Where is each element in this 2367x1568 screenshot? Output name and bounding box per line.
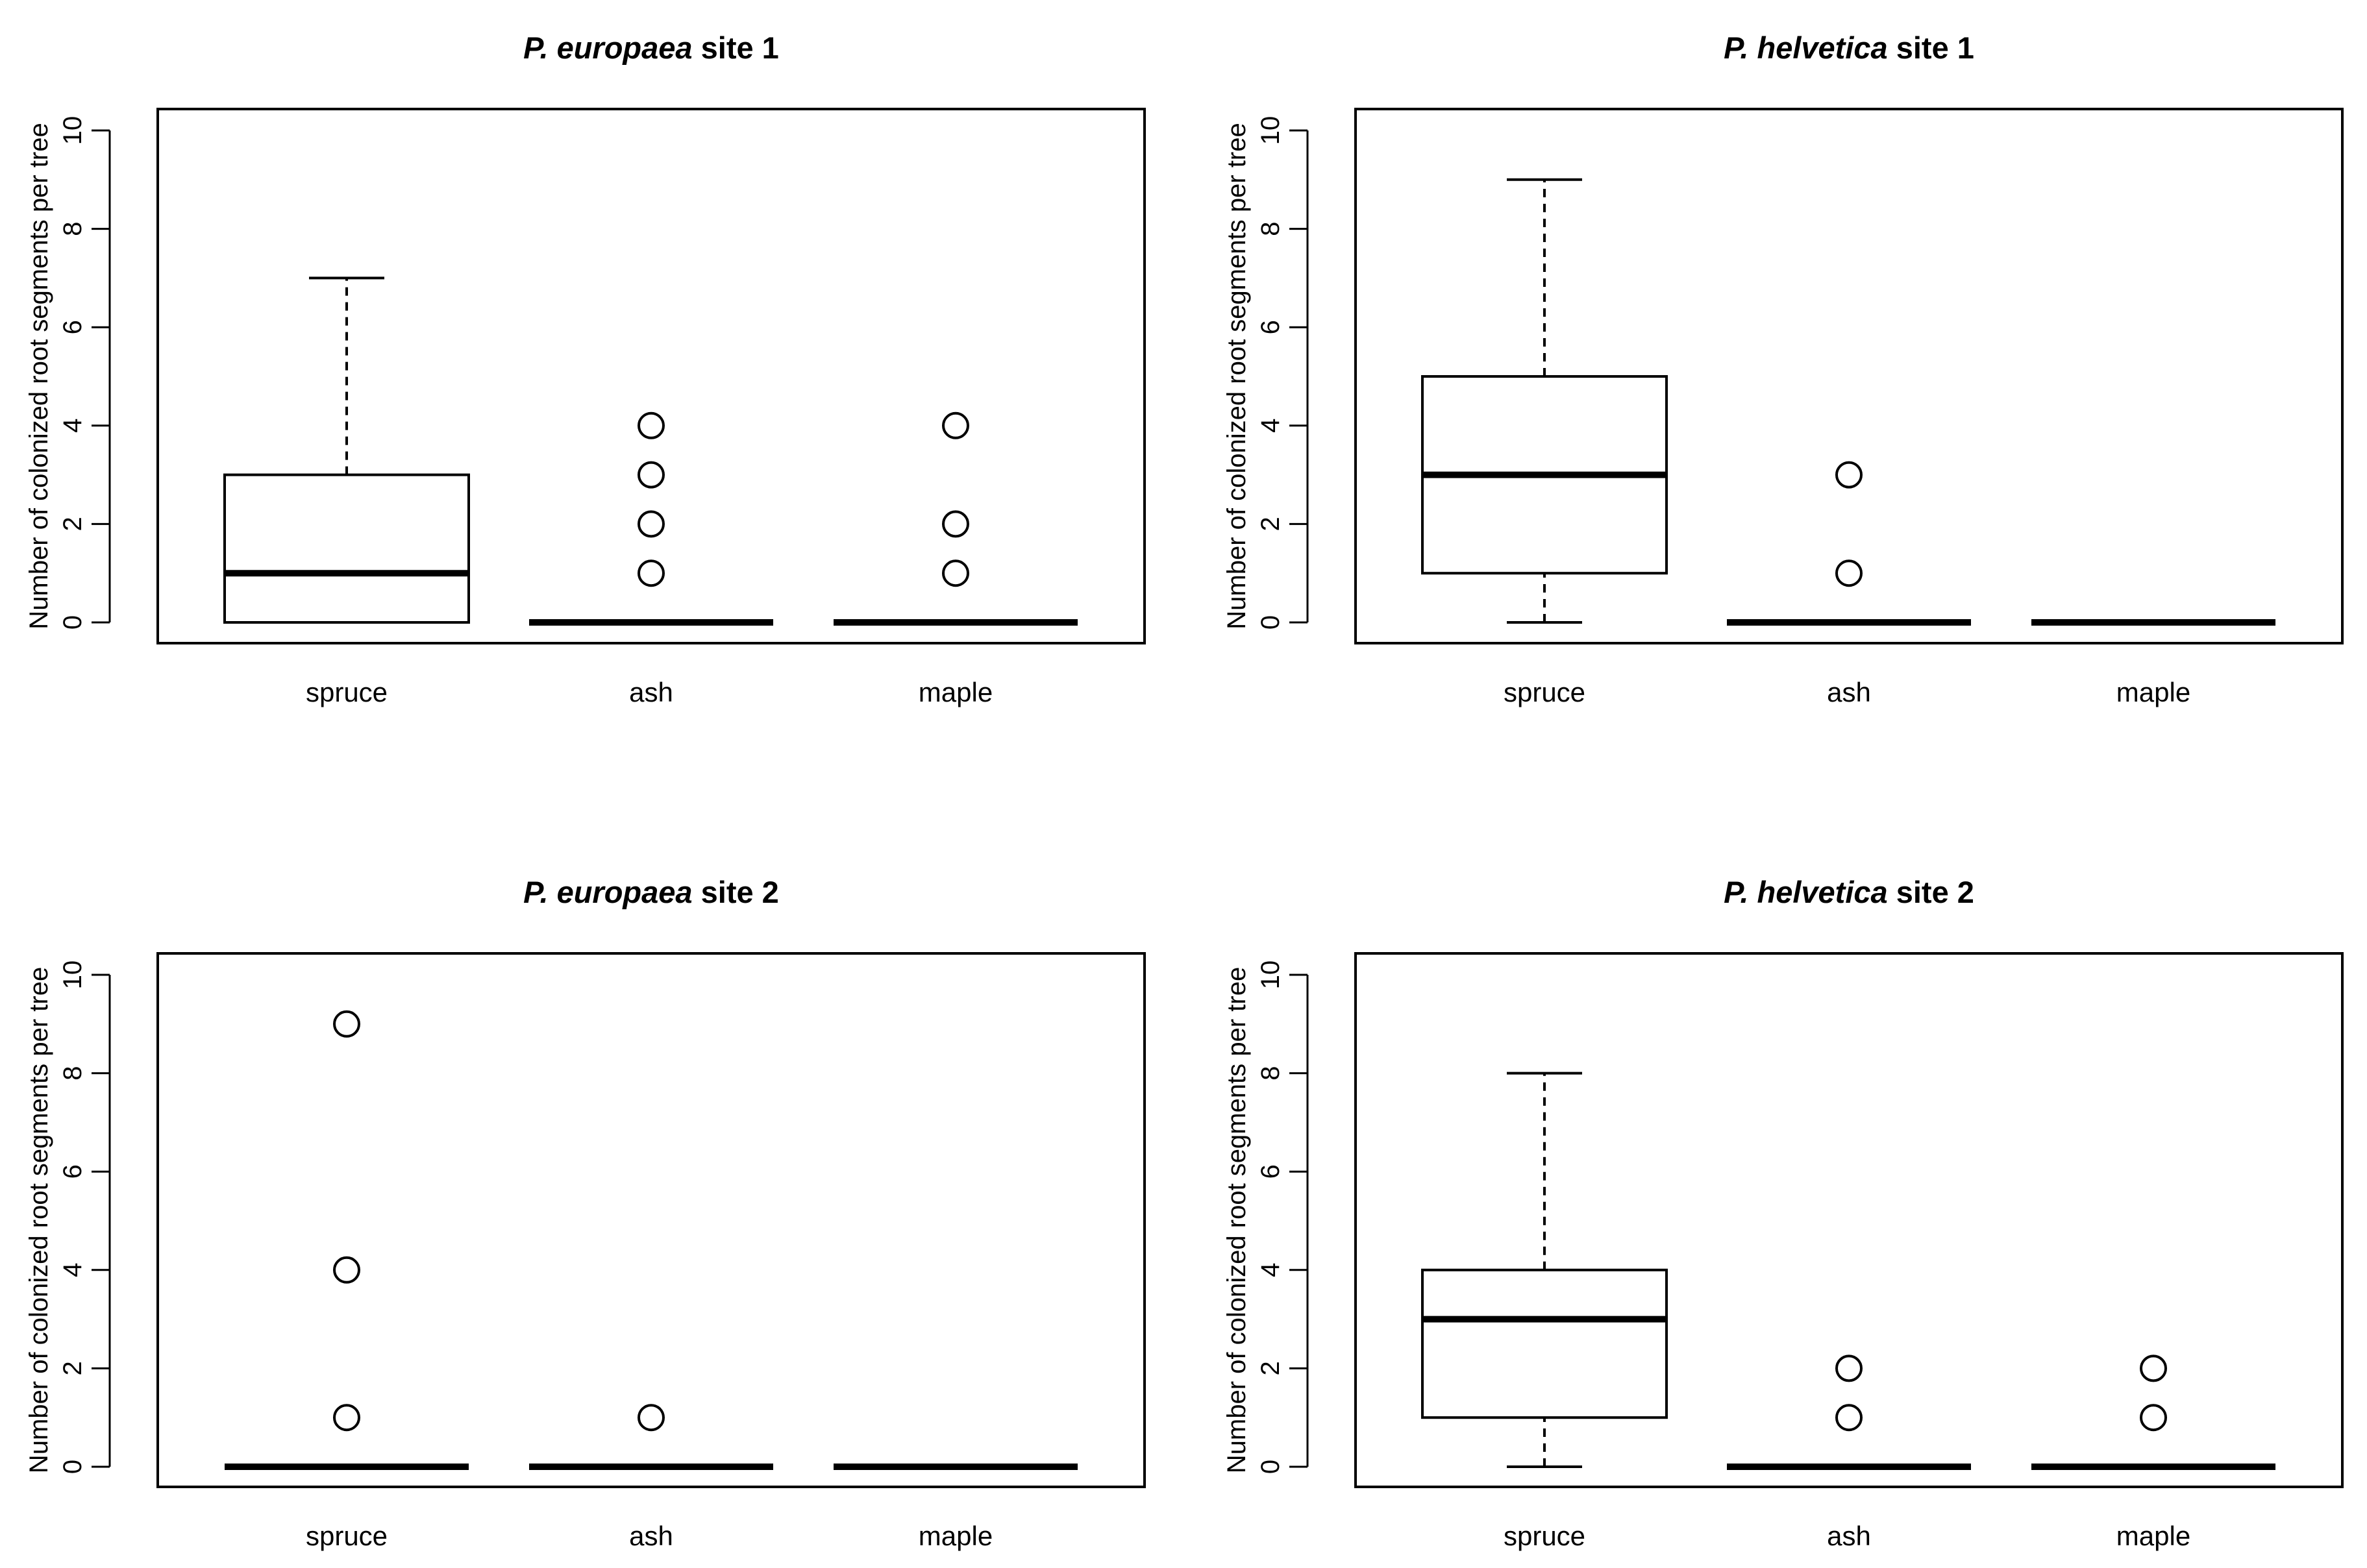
chart-title-site: site 1: [693, 31, 779, 65]
box-spruce: [225, 1010, 469, 1470]
y-tick-label: 6: [1256, 320, 1285, 334]
outlier-point: [638, 411, 665, 439]
chart-title-site: site 1: [1888, 31, 1974, 65]
chart-title-species: P. europaea: [523, 31, 692, 65]
chart-title-species: P. helvetica: [1724, 31, 1888, 65]
outlier-point: [638, 461, 665, 489]
chart-title-species: P. helvetica: [1724, 875, 1888, 909]
box-maple: [834, 411, 1078, 626]
outlier-point: [333, 1256, 360, 1284]
x-category-label: spruce: [1504, 1521, 1585, 1551]
outlier-point: [638, 510, 665, 538]
y-tick-label: 4: [58, 419, 87, 433]
y-tick-label: 0: [1256, 615, 1285, 630]
y-axis-title: Number of colonized root segments per tr…: [1222, 967, 1251, 1473]
outlier-point: [333, 1404, 360, 1432]
plot-frame: [1354, 108, 2344, 644]
x-category-label: maple: [2116, 677, 2190, 707]
x-category-label: maple: [919, 677, 993, 707]
y-tick-label: 6: [58, 320, 87, 334]
x-category-label: spruce: [306, 677, 388, 707]
y-tick-label: 8: [58, 1066, 87, 1080]
plot-frame: [156, 952, 1146, 1488]
y-tick-label: 2: [58, 1361, 87, 1375]
x-category-label: spruce: [306, 1521, 388, 1551]
outlier-point: [1835, 1404, 1863, 1432]
outlier-point: [942, 559, 969, 587]
box-ash: [1727, 1354, 1971, 1470]
y-axis-title: Number of colonized root segments per tr…: [1222, 123, 1251, 629]
y-tick-label: 6: [1256, 1164, 1285, 1179]
x-category-label: maple: [919, 1521, 993, 1551]
y-tick-label: 4: [58, 1263, 87, 1277]
outlier-point: [942, 510, 969, 538]
plot-frame: [1354, 952, 2344, 1488]
outlier-point: [2140, 1404, 2167, 1432]
y-axis-title: Number of colonized root segments per tr…: [25, 123, 53, 629]
x-category-label: ash: [629, 677, 673, 707]
x-category-label: spruce: [1504, 677, 1585, 707]
x-category-label: maple: [2116, 1521, 2190, 1551]
outlier-point: [1835, 461, 1863, 489]
chart-title: P. europaea site 2: [523, 875, 779, 909]
y-tick-label: 2: [58, 517, 87, 531]
y-tick-label: 8: [58, 221, 87, 236]
chart-title: P. helvetica site 2: [1724, 875, 1974, 909]
box-spruce: [1421, 178, 1668, 624]
y-tick-label: 10: [58, 116, 87, 145]
y-tick-label: 8: [1256, 1066, 1285, 1080]
iqr-box: [223, 473, 470, 624]
x-category-label: ash: [1827, 1521, 1871, 1551]
box-spruce: [223, 276, 470, 624]
chart-title: P. europaea site 1: [523, 31, 779, 65]
chart-title-site: site 2: [1888, 875, 1974, 909]
box-ash: [529, 1404, 773, 1470]
y-tick-label: 10: [58, 961, 87, 990]
y-tick-label: 0: [1256, 1460, 1285, 1474]
iqr-box: [1421, 1268, 1668, 1419]
outlier-point: [942, 411, 969, 439]
y-tick-label: 8: [1256, 221, 1285, 236]
y-tick-label: 10: [1256, 961, 1285, 990]
chart-title: P. helvetica site 1: [1724, 31, 1974, 65]
outlier-point: [1835, 559, 1863, 587]
outlier-point: [2140, 1354, 2167, 1382]
box-spruce: [1421, 1072, 1668, 1468]
box-ash: [1727, 461, 1971, 626]
outlier-point: [638, 559, 665, 587]
outlier-point: [638, 1404, 665, 1432]
x-category-label: ash: [1827, 677, 1871, 707]
outlier-point: [1835, 1354, 1863, 1382]
y-tick-label: 0: [58, 1460, 87, 1474]
y-tick-label: 4: [1256, 1263, 1285, 1277]
y-tick-label: 6: [58, 1164, 87, 1179]
y-tick-label: 10: [1256, 116, 1285, 145]
box-maple: [2031, 1354, 2275, 1470]
box-ash: [529, 411, 773, 626]
y-tick-label: 2: [1256, 517, 1285, 531]
y-tick-label: 0: [58, 615, 87, 630]
y-tick-label: 4: [1256, 419, 1285, 433]
y-axis-title: Number of colonized root segments per tr…: [25, 967, 53, 1473]
y-tick-label: 2: [1256, 1361, 1285, 1375]
chart-title-site: site 2: [693, 875, 779, 909]
x-category-label: ash: [629, 1521, 673, 1551]
plot-frame: [156, 108, 1146, 644]
chart-title-species: P. europaea: [523, 875, 692, 909]
outlier-point: [333, 1010, 360, 1038]
